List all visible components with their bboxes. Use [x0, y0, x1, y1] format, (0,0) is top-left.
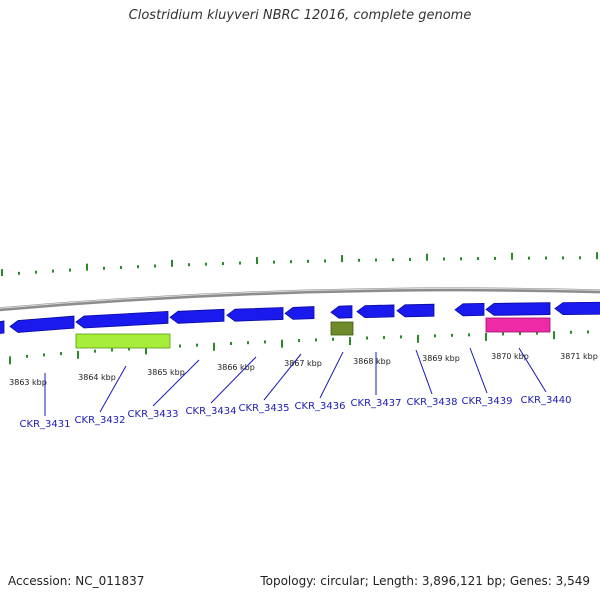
genome-backbone: [0, 287, 600, 312]
gene-label[interactable]: CKR_3437: [351, 398, 402, 409]
gene-label[interactable]: CKR_3435: [239, 403, 290, 414]
gene-label[interactable]: CKR_3434: [186, 406, 237, 417]
gene-leader-line: [263, 353, 302, 401]
gene-leader-line: [319, 351, 344, 399]
gene-arrow[interactable]: [9, 315, 75, 333]
gene-label[interactable]: CKR_3431: [20, 419, 71, 430]
genome-summary: Topology: circular; Length: 3,896,121 bp…: [260, 574, 590, 588]
feature-olive[interactable]: [330, 321, 354, 336]
topology-label: Topology:: [260, 574, 317, 588]
feature-track: [75, 317, 551, 349]
gene-label[interactable]: CKR_3432: [75, 415, 126, 426]
genes-label: Genes:: [509, 574, 552, 588]
gene-arrow[interactable]: [485, 302, 551, 316]
scale-label: 3866 kbp: [217, 363, 255, 372]
genome-title: Clostridium kluyveri NBRC 12016, complet…: [128, 8, 472, 23]
gene-arrow[interactable]: [284, 306, 315, 320]
gene-arrow[interactable]: [0, 320, 5, 334]
gene-arrow[interactable]: [330, 305, 353, 319]
scale-label: 3869 kbp: [422, 354, 460, 363]
feature-lime[interactable]: [75, 333, 171, 349]
gene-arrow[interactable]: [75, 310, 169, 329]
scale-label: 3868 kbp: [353, 357, 391, 366]
gene-label[interactable]: CKR_3440: [521, 395, 572, 406]
scale-label: 3865 kbp: [147, 368, 185, 377]
scale-label: 3867 kbp: [284, 359, 322, 368]
feature-magenta[interactable]: [485, 317, 551, 333]
scale-labels: 3863 kbp 3864 kbp 3865 kbp 3866 kbp 3867 kbp…: [9, 352, 598, 387]
gene-leader-line: [415, 349, 433, 395]
accession-value: NC_011837: [75, 574, 145, 588]
topology-value: circular: [320, 574, 365, 588]
length-label: Length:: [372, 574, 419, 588]
gene-leader-line: [152, 359, 200, 407]
gene-track: [0, 301, 600, 334]
scale-label: 3870 kbp: [491, 352, 529, 361]
accession-label: Accession:: [8, 574, 72, 588]
scale-label: 3863 kbp: [9, 378, 47, 387]
genes-value: 3,549: [555, 574, 590, 588]
gene-leader-line: [469, 347, 488, 394]
scale-label: 3871 kbp: [560, 352, 598, 361]
length-value: 3,896,121 bp: [421, 574, 502, 588]
gene-label[interactable]: CKR_3438: [407, 397, 458, 408]
gene-leader-line: [518, 347, 547, 393]
gene-leader-line: [210, 356, 257, 404]
gene-leader-line: [99, 365, 127, 413]
gene-arrow[interactable]: [554, 301, 600, 316]
gene-label[interactable]: CKR_3433: [128, 409, 179, 420]
gene-label[interactable]: CKR_3436: [295, 401, 346, 412]
accession-info: Accession: NC_011837: [8, 574, 144, 588]
gene-label[interactable]: CKR_3439: [462, 396, 513, 407]
genome-backbone-highlight: [0, 287, 600, 309]
outer-tick-track: [1, 252, 598, 277]
scale-label: 3864 kbp: [78, 373, 116, 382]
gene-arrow[interactable]: [454, 302, 485, 317]
gene-arrow[interactable]: [356, 304, 395, 319]
gene-arrow[interactable]: [169, 308, 225, 324]
gene-arrow[interactable]: [226, 307, 284, 322]
gene-arrow[interactable]: [396, 303, 435, 318]
